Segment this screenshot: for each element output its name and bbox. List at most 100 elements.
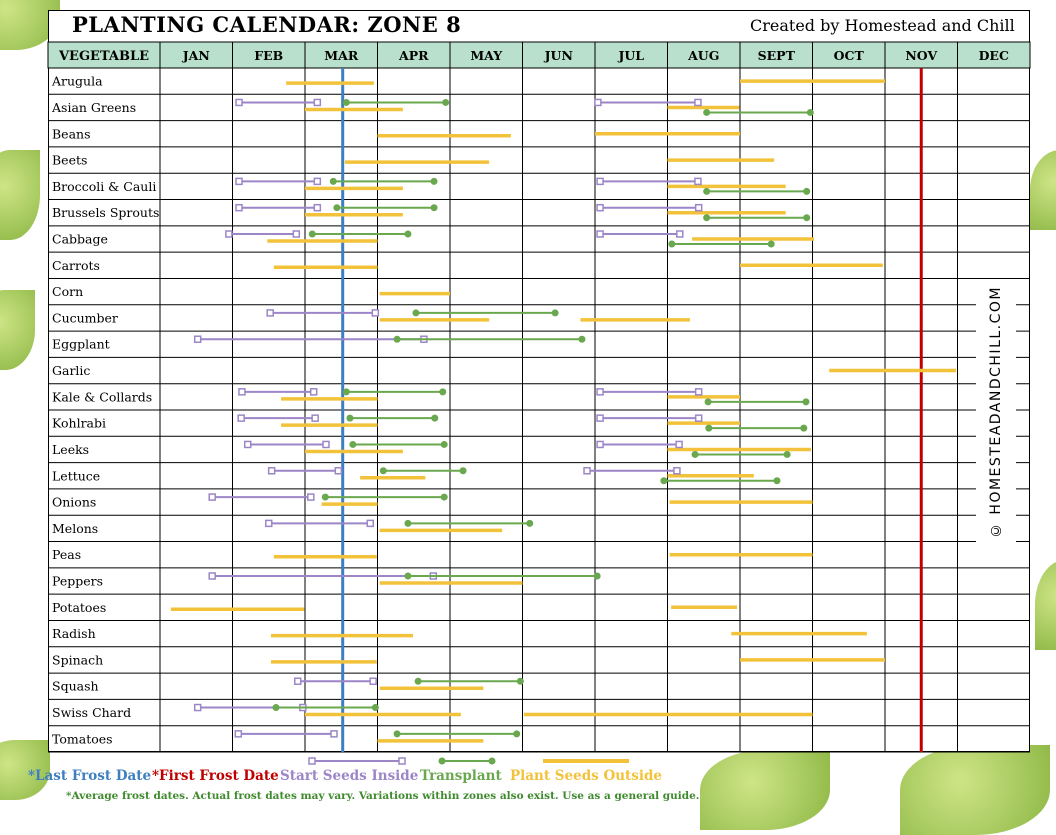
vegetable-label: Lettuce <box>52 468 100 483</box>
transplant-marker <box>349 440 357 448</box>
month-label-jan: JAN <box>182 48 210 63</box>
transplant-marker <box>371 704 379 712</box>
leaf-decoration <box>1035 560 1056 650</box>
inside-marker <box>307 493 315 501</box>
transplant-marker <box>404 230 412 238</box>
transplant-marker <box>703 214 711 222</box>
inside-marker <box>267 467 276 475</box>
transplant-marker <box>593 572 601 580</box>
vegetable-label: Spinach <box>52 652 103 667</box>
transplant-marker <box>526 519 534 527</box>
transplant-marker <box>439 388 447 396</box>
credit-text: Created by Homestead and Chill <box>750 16 1015 35</box>
transplant-marker <box>442 98 450 106</box>
vegetable-label: Radish <box>52 626 96 641</box>
transplant-marker <box>430 177 438 185</box>
transplant-marker <box>703 108 711 116</box>
inside-marker <box>208 572 216 580</box>
inside-marker <box>294 677 302 685</box>
inside-marker <box>694 388 703 396</box>
inside-marker <box>208 493 216 501</box>
inside-marker <box>313 177 322 186</box>
legend-inside: Start Seeds Inside <box>280 768 419 784</box>
header-vegetable: VEGETABLE <box>58 49 149 64</box>
inside-marker <box>309 388 318 396</box>
inside-marker <box>237 414 245 422</box>
transplant-marker <box>803 187 811 195</box>
vegetable-label: Potatoes <box>52 600 106 615</box>
inside-marker <box>234 730 243 738</box>
inside-marker <box>594 98 602 107</box>
vegetable-label: Melons <box>52 521 98 536</box>
header-row <box>47 41 1031 69</box>
inside-marker <box>292 230 301 238</box>
inside-marker <box>235 98 243 107</box>
transplant-marker <box>703 187 711 195</box>
vegetable-label: Beets <box>52 153 87 168</box>
inside-marker <box>322 440 330 449</box>
inside-marker <box>313 203 322 212</box>
vegetable-label: Kale & Collards <box>52 389 152 404</box>
inside-marker <box>694 98 702 107</box>
inside-marker <box>235 177 243 186</box>
month-label-dec: DEC <box>979 48 1009 63</box>
vegetable-label: Beans <box>52 126 91 141</box>
transplant-marker <box>783 450 791 458</box>
transplant-marker <box>329 177 337 185</box>
inside-marker <box>694 203 703 212</box>
inside-marker <box>334 467 343 475</box>
inside-marker <box>238 388 246 396</box>
page-title: PLANTING CALENDAR: ZONE 8 <box>72 12 462 37</box>
inside-marker <box>266 309 274 317</box>
transplant-marker <box>430 204 438 212</box>
transplant-marker <box>393 335 401 343</box>
vegetable-label: Leeks <box>52 442 89 457</box>
transplant-marker <box>800 424 808 432</box>
vegetable-label: Squash <box>52 679 99 694</box>
transplant-marker <box>333 204 341 212</box>
inside-marker <box>193 703 202 712</box>
transplant-marker <box>272 704 280 712</box>
legend-outside: Plant Seeds Outside <box>510 768 663 784</box>
inside-marker <box>243 440 252 449</box>
planting-chart: VEGETABLE JAN FEB MAR APR MAY JUN JUL AUG SEPT OCT… <box>47 41 1031 753</box>
inside-marker <box>235 203 243 212</box>
legend-first-frost: *First Frost Date <box>152 768 279 784</box>
vegetable-label: Tomatoes <box>52 731 113 746</box>
inside-marker <box>596 177 604 186</box>
vegetable-label: Swiss Chard <box>52 705 131 720</box>
transplant-marker <box>459 467 467 475</box>
transplant-marker <box>404 572 412 580</box>
vegetable-label: Eggplant <box>52 337 110 352</box>
transplant-marker <box>513 730 521 738</box>
inside-marker <box>369 677 377 685</box>
inside-marker <box>596 388 604 396</box>
transplant-marker <box>342 98 350 106</box>
inside-marker <box>676 230 684 238</box>
month-label-mar: MAR <box>324 48 359 63</box>
vegetable-label: Broccoli & Cauli <box>52 179 156 194</box>
month-label-feb: FEB <box>254 48 283 63</box>
vegetable-label: Onions <box>52 495 96 510</box>
inside-marker <box>596 203 604 212</box>
vegetable-label: Brussels Sprouts <box>52 205 159 220</box>
inside-marker <box>265 519 273 528</box>
inside-marker <box>694 177 702 186</box>
vegetable-label: Arugula <box>51 74 103 89</box>
inside-marker <box>694 414 703 422</box>
transplant-marker <box>393 730 401 738</box>
vegetable-label: Kohlrabi <box>52 416 106 431</box>
transplant-marker <box>668 240 676 248</box>
transplant-marker <box>516 677 524 685</box>
vegetable-label: Peas <box>52 547 81 562</box>
month-label-jul: JUL <box>617 48 644 63</box>
transplant-marker <box>578 335 586 343</box>
footnote: *Average frost dates. Actual frost dates… <box>66 790 700 802</box>
vegetable-label: Corn <box>52 284 83 299</box>
legend-inside-sample <box>308 757 406 765</box>
inside-marker <box>596 230 604 238</box>
month-label-may: MAY <box>470 48 503 63</box>
transplant-marker <box>440 493 448 501</box>
transplant-marker <box>705 424 713 432</box>
vegetable-label: Peppers <box>52 574 103 589</box>
